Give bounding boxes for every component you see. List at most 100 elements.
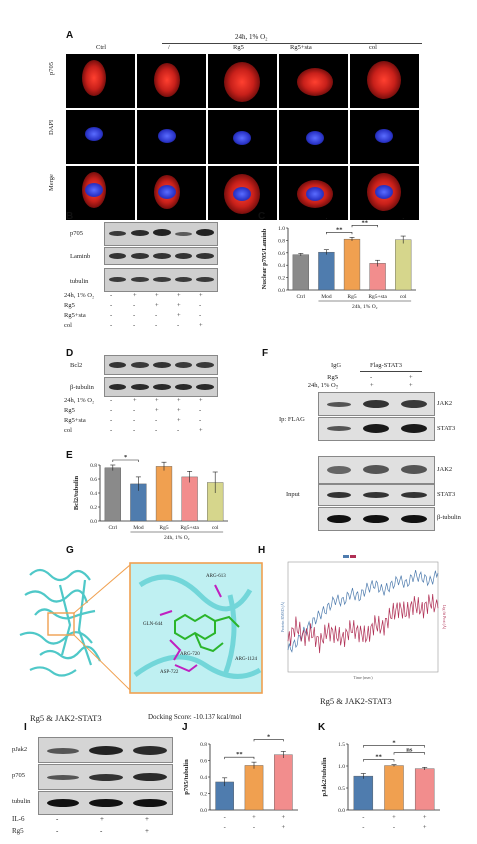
panel-h-caption: Rg5 & JAK2-STAT3 xyxy=(320,696,392,706)
chart-c: 0.0 0.2 0.4 0.6 0.8 1.0 Nuclear p705/Laminb Ctr… xyxy=(261,218,416,310)
micrograph-p705-2 xyxy=(208,54,277,108)
panel-j-label: J xyxy=(182,722,188,733)
micrograph-merge-0 xyxy=(66,166,135,220)
condition-sign: + xyxy=(423,824,427,831)
blot-d-label-bcl2: Bcl2 xyxy=(70,362,83,369)
panel-f-input-label: Input xyxy=(286,491,300,498)
micrograph-dapi-2 xyxy=(208,110,277,164)
residue-sticks xyxy=(159,584,222,673)
blot-i-tubulin xyxy=(38,791,173,815)
condition-sign-0-4: + xyxy=(199,397,203,404)
panel-g-docking-score: Docking Score: -10.137 kcal/mol xyxy=(148,713,242,721)
panel-a-col-blank: / xyxy=(168,44,170,51)
docking-figure: GLN-644 ARG-720 ASP-722 ARG-1124 ARG-613 xyxy=(19,562,263,694)
y-tick-label: 0.6 xyxy=(278,251,285,257)
condition-sign: + xyxy=(281,824,285,831)
micrograph-merge-4 xyxy=(350,166,419,220)
condition-sign-0-2: + xyxy=(145,815,149,823)
panel-a-row-dapi: DAPI xyxy=(48,119,55,135)
significance-bracket xyxy=(253,739,284,742)
nucleus-blue xyxy=(375,185,393,199)
y-tick-label: 0.4 xyxy=(90,491,97,497)
residue-label-arg1124: ARG-1124 xyxy=(235,657,258,662)
y-tick-label: 1.0 xyxy=(338,764,345,770)
panel-a-col-rg5sta: Rg5+sta xyxy=(290,44,312,51)
significance-bracket xyxy=(326,218,404,220)
y-tick-label: 0.8 xyxy=(278,238,285,244)
condition-sign-3-0: - xyxy=(110,427,113,434)
x-tick-label: Ctrl xyxy=(109,525,118,531)
condition-sign: - xyxy=(224,814,226,821)
y-axis-label: pJak2/tubulin xyxy=(321,757,328,796)
blot-b-laminb xyxy=(104,247,218,265)
chart-e: 0.0 0.2 0.4 0.6 0.8 Bcl2/tubulin Ctrl Mod Rg5 Rg5… xyxy=(73,455,228,541)
condition-sign-1-3: + xyxy=(177,407,181,414)
condition-sign-2-1: - xyxy=(133,312,136,319)
significance-label: * xyxy=(392,740,395,747)
blot-d-label-tubulin: β-tubulin xyxy=(70,384,94,391)
bar xyxy=(155,466,173,522)
condition-label-1: Rg5 xyxy=(12,827,24,835)
panel-f-sign-1-2: + xyxy=(409,382,413,389)
condition-sign-2-4: - xyxy=(199,312,202,319)
panel-f-col-flag: Flag-STAT3 xyxy=(370,362,402,369)
panel-g-label: G xyxy=(66,545,74,556)
x-tick-label: Rg5 xyxy=(347,294,356,300)
condition-sign-1-1: - xyxy=(100,827,103,835)
condition-sign-0-2: + xyxy=(155,292,159,299)
significance-bracket xyxy=(224,756,255,760)
condition-sign-3-4: + xyxy=(199,427,203,434)
panel-f-input-stat3-label: STAT3 xyxy=(437,491,456,498)
y-tick-label: 0.0 xyxy=(338,808,345,814)
panel-f-ip-label: Ip: FLAG xyxy=(279,416,305,423)
bar xyxy=(274,754,293,811)
y-tick-label: 1.0 xyxy=(278,226,285,232)
bar xyxy=(353,775,374,811)
chart-h: Time (nsec) Protein RMSD (Å) Lig fit Prot … xyxy=(280,555,447,680)
bar xyxy=(181,476,198,522)
blot-f-input-tubulin xyxy=(318,507,435,531)
x-tick-label: Rg5 xyxy=(159,525,168,531)
y-axis-label-left: Protein RMSD (Å) xyxy=(280,601,285,632)
panel-a-col-col: col xyxy=(369,44,377,51)
zoom-line-bottom xyxy=(73,634,131,691)
condition-sign-1-3: + xyxy=(177,302,181,309)
bar xyxy=(104,467,121,522)
condition-sign-2-0: - xyxy=(110,312,113,319)
micrograph-dapi-0 xyxy=(66,110,135,164)
condition-sign-0-3: + xyxy=(177,397,181,404)
panel-a-col-rg5: Rg5 xyxy=(233,44,244,51)
condition-sign-2-1: - xyxy=(133,417,136,424)
condition-sign-0-1: + xyxy=(133,397,137,404)
condition-sign: + xyxy=(392,814,396,821)
blot-i-pjak2 xyxy=(38,737,173,763)
significance-label: ** xyxy=(375,754,382,761)
y-tick-label: 0.2 xyxy=(278,276,285,282)
x-tick-label: col xyxy=(212,525,219,531)
condition-label-3: col xyxy=(64,427,72,434)
y-tick-label: 0.8 xyxy=(200,742,207,748)
panel-f-sign-0-0: - xyxy=(336,374,339,381)
significance-label: ns xyxy=(406,747,413,754)
panel-a-condition-header: 24h, 1% O₂ xyxy=(235,33,268,41)
panel-f-sign-0-1: - xyxy=(370,374,373,381)
condition-sign-3-1: - xyxy=(133,322,136,329)
significance-label: ** xyxy=(236,751,243,758)
blot-b-label-tubulin: tubulin xyxy=(70,278,89,285)
condition-sign-3-0: - xyxy=(110,322,113,329)
condition-sign-2-3: + xyxy=(177,417,181,424)
condition-sign-0-1: + xyxy=(100,815,104,823)
nucleus-blue xyxy=(158,129,176,143)
condition-label-3: col xyxy=(64,322,72,329)
y-axis-label: p705/tubulin xyxy=(183,759,190,795)
cell-red xyxy=(82,60,106,96)
condition-sign-1-2: + xyxy=(155,302,159,309)
condition-sign-3-3: - xyxy=(177,322,180,329)
bar xyxy=(414,768,435,811)
significance-label: ** xyxy=(362,219,369,226)
micrograph-dapi-1 xyxy=(137,110,206,164)
micrograph-merge-1 xyxy=(137,166,206,220)
condition-sign-2-4: - xyxy=(199,417,202,424)
significance-bracket xyxy=(363,745,425,748)
